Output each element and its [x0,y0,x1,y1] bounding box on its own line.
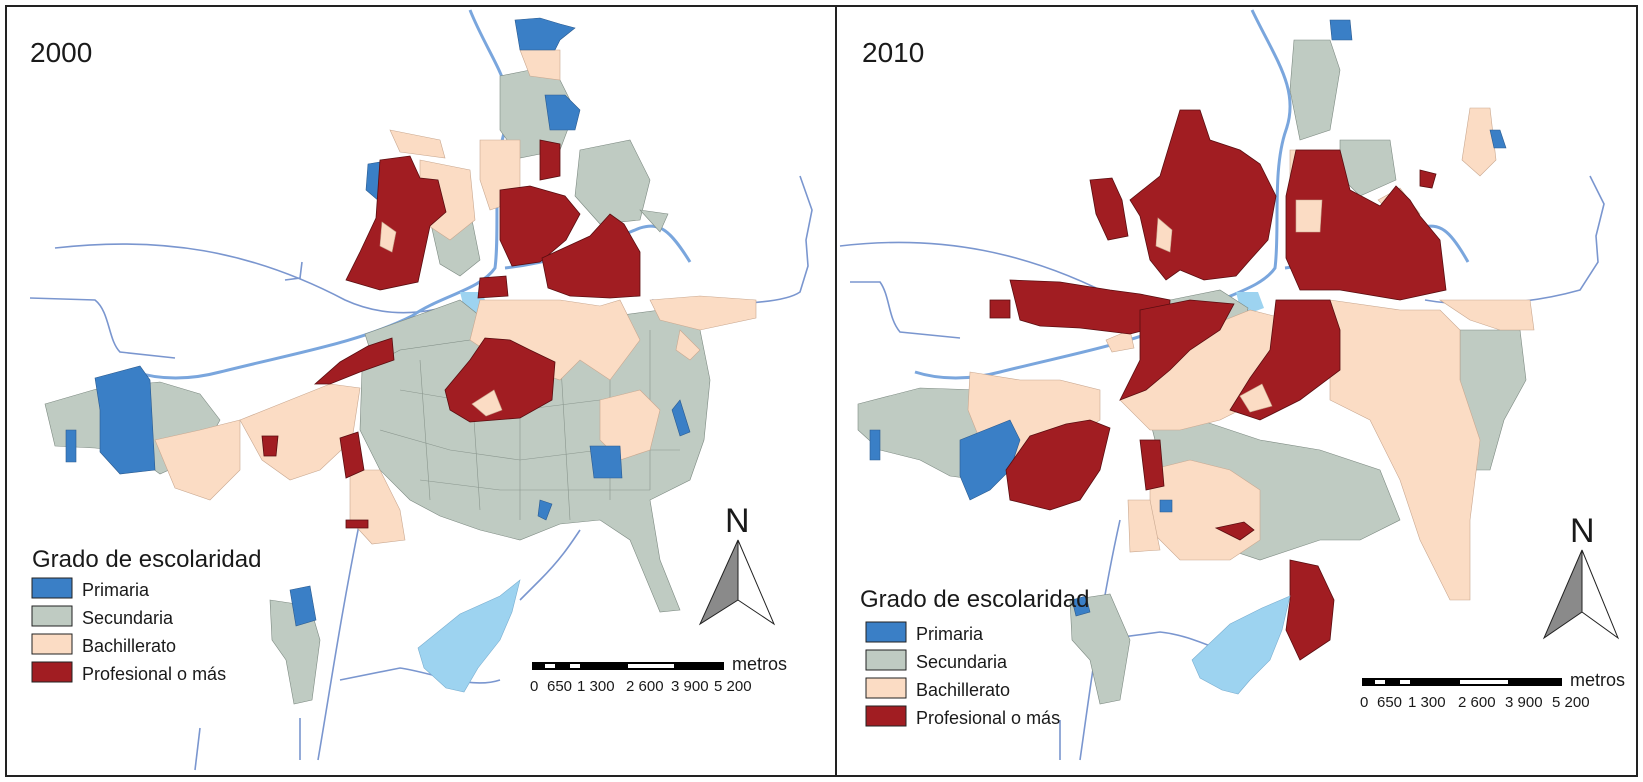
scale-bar: metros 0 650 1 300 2 600 3 900 5 200 [530,654,787,695]
legend-swatch-bachillerato [865,677,907,699]
scale-tick-0: 0 [530,678,538,695]
legend-label-bachillerato: Bachillerato [916,680,1010,700]
map-panel-2000: 2000 Grado de escolaridad Primaria Secun… [29,9,813,771]
scale-bar: metros 0 650 1 300 2 600 3 900 5 200 [1360,670,1625,711]
legend-label-primaria: Primaria [82,580,150,600]
panel-year-label: 2000 [30,37,92,68]
scale-tick-0: 0 [1360,694,1368,711]
legend-swatch-bachillerato [31,633,73,655]
scale-unit: metros [732,654,787,674]
scale-tick-4: 3 900 [1505,694,1543,711]
north-arrow-icon: N [1542,512,1620,640]
map-panel-2010: 2010 Grado de escolaridad Primaria Secun… [839,9,1625,761]
legend-swatch-secundaria [865,649,907,671]
legend-title: Grado de escolaridad [32,546,261,573]
legend: Grado de escolaridad Primaria Secundaria… [31,546,261,684]
scale-tick-2: 1 300 [577,678,615,695]
scale-tick-3: 2 600 [626,678,664,695]
legend-label-secundaria: Secundaria [916,652,1008,672]
legend-swatch-secundaria [31,605,73,627]
scale-tick-3: 2 600 [1458,694,1496,711]
legend-swatch-profesional [31,661,73,683]
legend-label-secundaria: Secundaria [82,608,174,628]
legend-title: Grado de escolaridad [860,586,1089,613]
legend-label-profesional: Profesional o más [916,708,1060,728]
scale-tick-5: 5 200 [714,678,752,695]
legend: Grado de escolaridad Primaria Secundaria… [860,586,1089,728]
legend-label-primaria: Primaria [916,624,984,644]
legend-label-profesional: Profesional o más [82,664,226,684]
legend-swatch-profesional [865,705,907,727]
legend-swatch-primaria [865,621,907,643]
north-label: N [725,502,750,540]
scale-tick-2: 1 300 [1408,694,1446,711]
scale-tick-1: 650 [547,678,572,695]
north-label: N [1570,512,1595,550]
scale-tick-1: 650 [1377,694,1402,711]
scale-unit: metros [1570,670,1625,690]
panel-year-label: 2010 [862,37,924,68]
legend-label-bachillerato: Bachillerato [82,636,176,656]
scale-tick-5: 5 200 [1552,694,1590,711]
north-arrow-icon: N [698,502,776,626]
legend-swatch-primaria [31,577,73,599]
scale-tick-4: 3 900 [671,678,709,695]
